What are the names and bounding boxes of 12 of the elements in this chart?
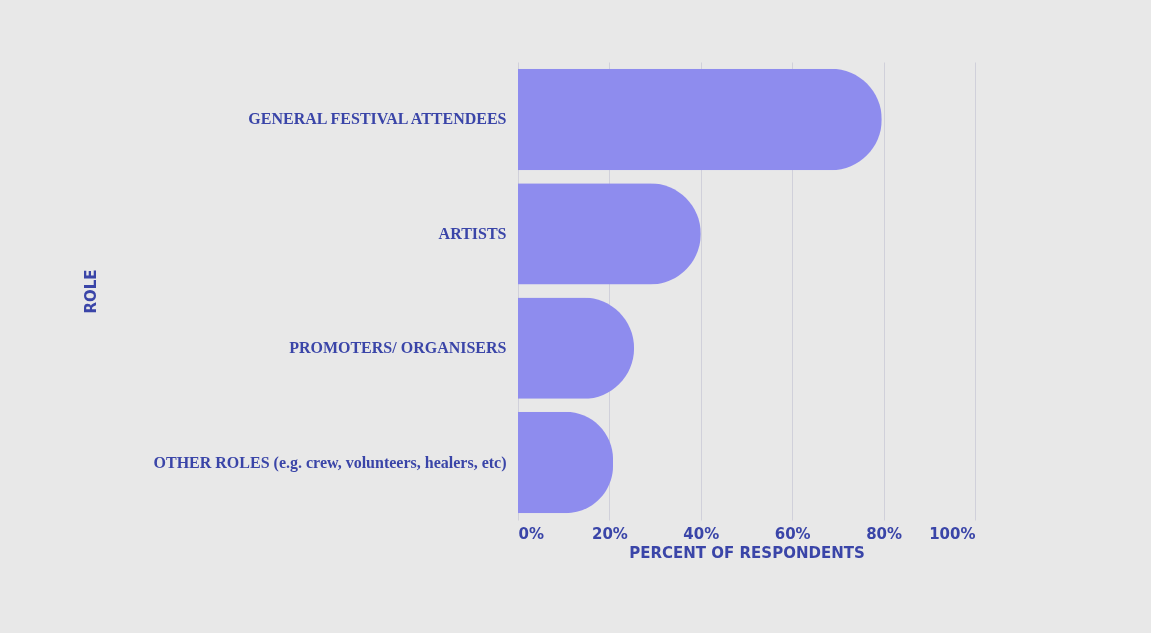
x-tick-label: 80%	[866, 524, 903, 543]
x-tick-label: 100%	[929, 524, 976, 543]
y-tick-label: OTHER ROLES (e.g. crew, volunteers, healers, etc)	[153, 453, 507, 472]
y-tick-label: PROMOTERS/ ORGANISERS	[289, 339, 507, 357]
y-tick-label: GENERAL FESTIVAL ATTENDEES	[248, 110, 507, 128]
x-axis-title: PERCENT OF RESPONDENTS	[629, 543, 865, 562]
x-tick-label: 40%	[683, 524, 720, 543]
y-axis-title: ROLE	[81, 269, 100, 314]
x-tick-label: 0%	[518, 524, 544, 543]
x-tick-label: 60%	[774, 524, 811, 543]
y-tick-label: ARTISTS	[438, 224, 507, 242]
x-tick-label: 20%	[591, 524, 628, 543]
